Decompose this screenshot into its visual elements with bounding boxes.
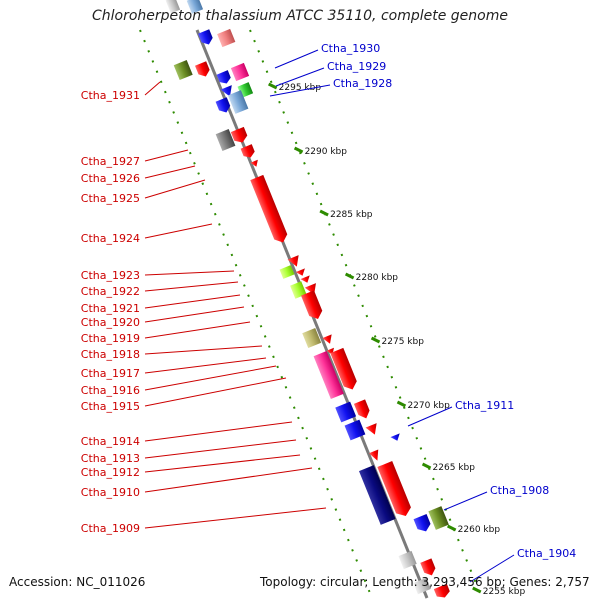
gene-feature[interactable] [215, 129, 236, 151]
topology-label: Topology: circular; Length: 3,293,456 bp… [260, 575, 590, 589]
scale-tick [319, 209, 329, 217]
gene-label-left[interactable]: Ctha_1916 [81, 384, 140, 397]
gene-feature[interactable] [227, 90, 249, 114]
gene-label-left[interactable]: Ctha_1922 [81, 285, 140, 298]
gene-label-right[interactable]: Ctha_1908 [490, 484, 549, 497]
gene-feature[interactable] [195, 61, 211, 78]
scale-label: 2255 kbp [483, 587, 526, 597]
gene-label-left[interactable]: Ctha_1921 [81, 302, 140, 315]
scale-tick [421, 462, 432, 470]
gene-feature[interactable] [240, 144, 257, 160]
gene-feature[interactable] [198, 29, 214, 46]
gene-feature[interactable] [322, 334, 334, 345]
gene-feature[interactable] [353, 399, 372, 420]
gene-feature[interactable] [377, 461, 413, 519]
gene-feature[interactable] [250, 159, 260, 169]
gene-feature[interactable] [428, 506, 449, 530]
gene-feature[interactable] [433, 583, 451, 600]
scale-label: 2270 kbp [407, 401, 450, 411]
gene-feature[interactable] [290, 281, 307, 299]
accession-label: Accession: NC_011026 [9, 575, 146, 589]
gene-feature[interactable] [165, 0, 181, 14]
gene-features [165, 0, 451, 600]
gene-label-left[interactable]: Ctha_1923 [81, 269, 140, 282]
gene-feature[interactable] [215, 97, 232, 114]
gene-label-left[interactable]: Ctha_1910 [81, 486, 140, 499]
genome-title: Chloroherpeton thalassium ATCC 35110, co… [92, 8, 508, 24]
scale-tick [472, 586, 482, 594]
scale-tick [396, 400, 407, 408]
gene-label-left[interactable]: Ctha_1925 [81, 192, 140, 205]
scale-label: 2285 kbp [330, 210, 373, 220]
gene-feature[interactable] [220, 85, 236, 99]
scale-tick [293, 146, 304, 154]
gene-feature[interactable] [279, 265, 295, 279]
gene-feature[interactable] [186, 0, 204, 14]
gene-label-left[interactable]: Ctha_1920 [81, 316, 140, 329]
gene-label-left[interactable]: Ctha_1919 [81, 332, 140, 345]
gene-label-left[interactable]: Ctha_1917 [81, 367, 140, 380]
gene-feature[interactable] [250, 174, 289, 245]
scale-tick [344, 272, 355, 280]
gene-label-left[interactable]: Ctha_1909 [81, 522, 140, 535]
scale-label: 2290 kbp [305, 147, 348, 157]
gene-feature[interactable] [295, 268, 308, 277]
gene-label-right[interactable]: Ctha_1904 [517, 547, 576, 560]
gene-feature[interactable] [302, 327, 322, 349]
gene-label-left[interactable]: Ctha_1918 [81, 348, 140, 361]
gene-feature[interactable] [335, 401, 357, 423]
gene-feature[interactable] [330, 347, 359, 392]
gene-labels: Ctha_1931 Ctha_1927 Ctha_1926 Ctha_1925 Ctha… [81, 42, 576, 560]
gene-feature[interactable] [420, 558, 437, 577]
gene-feature[interactable] [287, 255, 303, 269]
gene-feature[interactable] [365, 423, 381, 437]
gene-feature[interactable] [173, 59, 193, 81]
gene-feature[interactable] [216, 70, 233, 86]
label-leader-lines [144, 49, 515, 583]
scale-label: 2260 kbp [458, 525, 501, 535]
gene-label-left[interactable]: Ctha_1914 [81, 435, 140, 448]
gene-label-left[interactable]: Ctha_1924 [81, 232, 140, 245]
gene-feature[interactable] [413, 513, 433, 534]
scale-label: 2280 kbp [356, 273, 399, 283]
gene-label-right[interactable]: Ctha_1928 [333, 77, 392, 90]
gene-feature[interactable] [301, 290, 324, 321]
gene-label-left[interactable]: Ctha_1931 [81, 89, 140, 102]
gene-feature[interactable] [313, 351, 344, 399]
gene-feature[interactable] [413, 577, 431, 595]
gene-feature[interactable] [217, 28, 236, 48]
gene-label-left[interactable]: Ctha_1912 [81, 466, 140, 479]
gene-feature[interactable] [358, 465, 396, 525]
gene-label-left[interactable]: Ctha_1927 [81, 155, 140, 168]
gene-label-right[interactable]: Ctha_1930 [321, 42, 380, 55]
gene-feature[interactable] [344, 419, 366, 441]
scale-tick [446, 524, 457, 532]
gene-label-left[interactable]: Ctha_1913 [81, 452, 140, 465]
gene-label-right[interactable]: Ctha_1911 [455, 399, 514, 412]
gene-feature[interactable] [300, 275, 312, 284]
gene-feature[interactable] [368, 449, 382, 462]
gene-label-left[interactable]: Ctha_1926 [81, 172, 140, 185]
scale-ticks: 2295 kbp 2290 kbp 2285 kbp 2280 kbp 2275 kbp… [268, 82, 526, 597]
scale-tick [268, 82, 278, 90]
inner-dotted-guide [139, 29, 373, 599]
gene-label-left[interactable]: Ctha_1915 [81, 400, 140, 413]
scale-tick [370, 336, 381, 344]
scale-label: 2295 kbp [279, 83, 322, 93]
gene-feature[interactable] [390, 433, 402, 442]
gene-label-right[interactable]: Ctha_1929 [327, 60, 386, 73]
gene-feature[interactable] [398, 550, 417, 570]
gene-feature[interactable] [230, 62, 250, 82]
scale-label: 2275 kbp [382, 337, 425, 347]
scale-label: 2265 kbp [433, 463, 476, 473]
gene-feature[interactable] [230, 126, 249, 145]
